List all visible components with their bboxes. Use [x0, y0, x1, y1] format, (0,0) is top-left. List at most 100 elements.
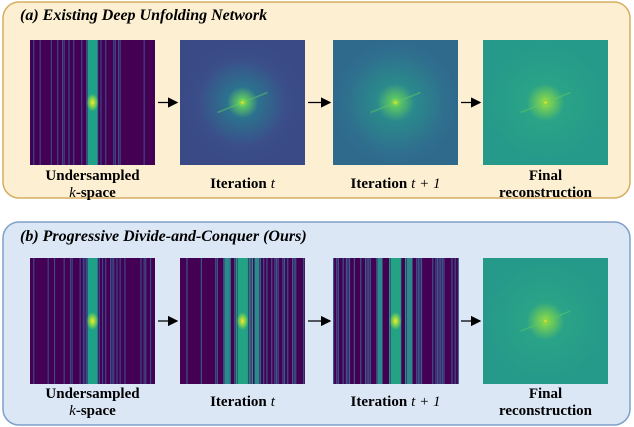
center-band	[255, 258, 260, 384]
stripe	[112, 258, 113, 384]
stripe	[455, 258, 456, 384]
label-text: Iteration	[351, 394, 408, 410]
stripe	[186, 258, 187, 384]
stripe	[116, 258, 117, 384]
center-band	[225, 258, 230, 384]
center-dot	[541, 317, 551, 325]
stripe	[440, 258, 441, 384]
stripe	[276, 258, 277, 384]
stripe	[303, 258, 304, 384]
center-dot	[87, 94, 99, 112]
label-math: t + 1	[411, 394, 440, 410]
stripe	[354, 258, 355, 384]
label-math: t + 1	[411, 176, 440, 192]
stripe	[333, 258, 334, 384]
stripe	[360, 258, 361, 384]
stripe	[349, 258, 350, 384]
stripe	[150, 258, 151, 384]
stripe	[33, 258, 34, 384]
stripe	[115, 40, 116, 165]
stripe	[249, 258, 250, 384]
image	[30, 258, 155, 384]
image	[30, 40, 155, 165]
stripe	[113, 258, 114, 384]
stripe	[405, 258, 406, 384]
center-dot	[391, 99, 401, 107]
stripe	[120, 40, 121, 165]
center-dot	[541, 99, 551, 107]
center-band	[378, 258, 383, 384]
stripe	[287, 258, 288, 384]
stripe	[120, 258, 121, 384]
label: Final	[529, 386, 562, 402]
stripe	[347, 258, 348, 384]
stripe	[338, 258, 339, 384]
stripe	[416, 258, 417, 384]
image	[483, 258, 608, 384]
label-text: Iteration	[351, 176, 408, 192]
label-text: reconstruction	[499, 185, 593, 201]
label-text: reconstruction	[499, 403, 593, 419]
stripe	[419, 258, 420, 384]
stripe	[368, 258, 369, 384]
label: reconstruction	[499, 403, 593, 419]
center-dot	[390, 312, 402, 330]
stripe	[70, 258, 71, 384]
stripe	[282, 258, 283, 384]
stripe	[435, 258, 436, 384]
stripe	[458, 258, 459, 384]
stripe	[278, 258, 279, 384]
stripe	[367, 258, 368, 384]
label-text: -space	[76, 185, 116, 201]
stripe	[51, 40, 52, 165]
center-dot	[87, 312, 99, 330]
stripe	[33, 40, 34, 165]
stripe	[217, 258, 218, 384]
stripe	[432, 258, 433, 384]
stripe	[336, 258, 337, 384]
stripe	[370, 258, 371, 384]
label: Undersampled	[45, 168, 140, 184]
stripe	[84, 258, 85, 384]
stripe	[294, 258, 295, 384]
diagram: (a) Existing Deep Unfolding Network (b) …	[0, 0, 634, 427]
image	[180, 40, 305, 165]
stripe	[64, 258, 65, 384]
stripe	[421, 258, 422, 384]
image	[180, 258, 305, 384]
stripe	[144, 258, 145, 384]
stripe	[215, 258, 216, 384]
image	[333, 40, 458, 165]
stripe	[252, 258, 253, 384]
stripe	[284, 258, 285, 384]
stripe	[201, 258, 202, 384]
stripe	[68, 40, 69, 165]
stripe	[73, 40, 74, 165]
stripe	[376, 258, 377, 384]
center-dot	[238, 99, 248, 107]
stripe	[418, 258, 419, 384]
stripe	[80, 258, 81, 384]
stripe	[105, 40, 106, 165]
stripe	[346, 258, 347, 384]
label: reconstruction	[499, 185, 593, 201]
center-dot	[237, 312, 249, 330]
stripe	[140, 258, 141, 384]
stripe	[442, 258, 443, 384]
image	[483, 40, 608, 165]
stripe	[145, 258, 146, 384]
stripe	[437, 258, 438, 384]
panel-title: (b) Progressive Divide-and-Conquer (Ours…	[20, 228, 307, 245]
stripe	[102, 258, 103, 384]
stripe	[144, 40, 145, 165]
stripe	[124, 258, 125, 384]
stripe	[343, 258, 344, 384]
stripe	[64, 40, 65, 165]
stripe	[83, 258, 84, 384]
stripe	[81, 40, 82, 165]
image	[333, 258, 459, 384]
stripe	[110, 258, 111, 384]
label-text: -space	[76, 403, 116, 419]
